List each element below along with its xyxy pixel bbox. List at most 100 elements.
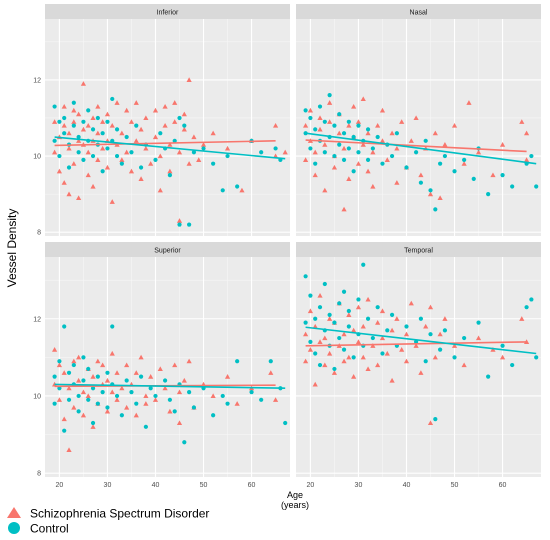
data-point-ssd xyxy=(442,316,448,321)
data-point-control xyxy=(182,440,187,445)
data-point-control xyxy=(90,127,96,132)
data-point-control xyxy=(177,222,182,227)
data-point-ssd xyxy=(341,206,347,212)
data-point-control xyxy=(389,153,395,159)
data-point-ssd xyxy=(71,161,77,166)
data-point-control xyxy=(105,405,110,410)
data-point-control xyxy=(90,153,96,159)
data-point-control xyxy=(346,324,351,329)
data-point-control xyxy=(90,386,96,391)
data-point-ssd xyxy=(461,362,467,368)
data-point-control xyxy=(52,401,57,406)
data-point-control xyxy=(225,401,230,406)
data-point-control xyxy=(191,405,197,410)
legend-item: Control xyxy=(8,522,69,536)
data-point-ssd xyxy=(523,157,530,162)
data-point-ssd xyxy=(312,149,318,155)
x-tick-label: 40 xyxy=(403,482,411,489)
data-point-ssd xyxy=(432,354,438,360)
data-point-ssd xyxy=(157,187,163,193)
x-tick-label: 40 xyxy=(152,482,160,489)
data-point-control xyxy=(211,161,216,166)
data-point-ssd xyxy=(379,335,386,341)
data-point-ssd xyxy=(370,149,376,155)
data-point-ssd xyxy=(90,183,96,189)
data-point-ssd xyxy=(152,107,159,113)
x-tick-label: 60 xyxy=(248,482,256,489)
data-point-control xyxy=(356,150,361,155)
data-point-ssd xyxy=(461,161,467,166)
data-point-ssd xyxy=(176,389,183,395)
data-point-ssd xyxy=(312,381,318,387)
data-point-ssd xyxy=(355,119,362,124)
data-point-ssd xyxy=(499,142,506,147)
panel-title: Nasal xyxy=(410,10,428,17)
data-point-control xyxy=(341,347,347,352)
data-point-control xyxy=(134,123,139,128)
data-point-control xyxy=(418,316,424,321)
data-point-control xyxy=(268,359,273,364)
data-point-control xyxy=(57,386,62,391)
data-point-ssd xyxy=(327,119,333,124)
data-point-control xyxy=(322,150,327,155)
data-point-control xyxy=(172,138,177,143)
y-tick-label: 12 xyxy=(33,316,41,323)
data-point-control xyxy=(418,180,424,185)
data-point-control xyxy=(76,409,81,414)
data-point-control xyxy=(486,374,491,379)
data-point-ssd xyxy=(152,397,159,402)
data-point-ssd xyxy=(143,145,149,151)
data-point-ssd xyxy=(403,358,410,364)
data-point-ssd xyxy=(71,107,77,113)
panel-background xyxy=(296,257,541,477)
data-point-control xyxy=(534,184,539,189)
data-point-ssd xyxy=(162,385,168,391)
data-point-ssd xyxy=(119,385,125,391)
y-tick-label: 10 xyxy=(33,154,41,161)
data-point-ssd xyxy=(210,130,216,136)
data-point-control xyxy=(375,305,380,310)
data-point-ssd xyxy=(370,343,376,348)
data-point-control xyxy=(81,355,86,360)
data-point-control xyxy=(105,146,110,151)
data-point-control xyxy=(341,289,347,294)
data-point-control xyxy=(235,184,240,189)
data-point-control xyxy=(500,172,505,178)
legend-circle-marker xyxy=(8,522,20,534)
data-point-ssd xyxy=(403,331,410,337)
data-point-control xyxy=(308,146,313,151)
data-point-ssd xyxy=(157,366,163,372)
data-point-control xyxy=(62,324,67,329)
data-point-ssd xyxy=(191,134,197,140)
data-point-control xyxy=(71,123,76,128)
y-axis-label: Vessel Density xyxy=(5,209,19,288)
data-point-ssd xyxy=(442,142,448,147)
data-point-control xyxy=(177,115,182,121)
data-point-ssd xyxy=(138,176,144,181)
data-point-ssd xyxy=(303,358,309,364)
data-point-ssd xyxy=(365,296,371,302)
data-point-control xyxy=(341,131,347,136)
data-point-control xyxy=(119,161,124,166)
data-point-ssd xyxy=(90,115,96,121)
data-point-control xyxy=(283,420,288,426)
data-point-ssd xyxy=(114,370,120,375)
data-point-control xyxy=(119,413,124,418)
data-point-ssd xyxy=(148,374,154,379)
data-point-ssd xyxy=(423,323,429,329)
data-point-ssd xyxy=(172,119,178,124)
panel-nasal: Nasal xyxy=(296,4,541,236)
data-point-control xyxy=(105,370,110,375)
data-point-ssd xyxy=(56,168,63,174)
data-point-ssd xyxy=(162,103,168,109)
legend-label: Schizophrenia Spectrum Disorder xyxy=(30,507,209,521)
data-point-control xyxy=(52,104,57,109)
data-point-control xyxy=(476,320,481,325)
data-point-ssd xyxy=(133,412,139,418)
data-point-ssd xyxy=(143,401,149,406)
data-point-ssd xyxy=(466,100,472,105)
data-point-ssd xyxy=(351,103,357,109)
x-axis-label-line: (years) xyxy=(281,500,309,510)
data-point-ssd xyxy=(317,126,323,132)
